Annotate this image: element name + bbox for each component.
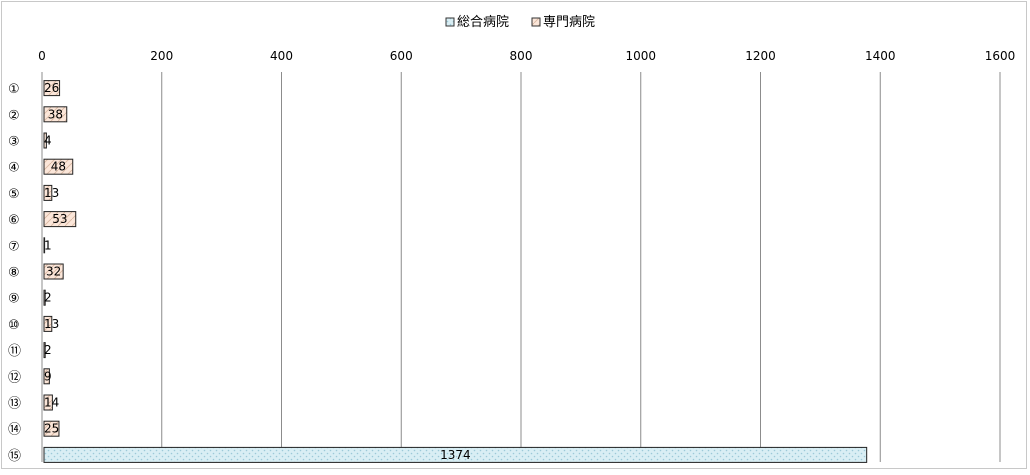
x-tick-label: 600 [390, 49, 413, 63]
category-label: ⑭ [8, 423, 21, 438]
x-tick-label: 800 [510, 49, 533, 63]
category-label: ⑮ [8, 449, 21, 464]
chart-legend: 総合病院 専門病院 [445, 15, 595, 30]
legend-swatch-2 [531, 17, 541, 27]
data-label: 9 [44, 369, 52, 383]
bar-specialty [43, 184, 53, 201]
bar-specialty [43, 315, 53, 332]
bar-specialty [43, 80, 61, 97]
bar-specialty [43, 237, 46, 254]
category-label: ④ [8, 161, 20, 176]
bar-specialty [43, 342, 46, 359]
bar-specialty [43, 394, 53, 411]
category-label: ② [8, 108, 20, 123]
category-label: ⑦ [8, 239, 20, 254]
gridlines [41, 72, 1001, 462]
x-tick-label: 1000 [625, 49, 656, 63]
data-label: 4 [44, 134, 52, 148]
data-label: 25 [44, 422, 59, 436]
legend-label-2: 専門病院 [543, 15, 595, 30]
data-label: 1 [44, 238, 52, 252]
y-axis-categories: ① ② ③ ④ ⑤ ⑥ ⑦ ⑧ ⑨ ⑩ ⑪ ⑫ ⑬ ⑭ ⑮ [8, 82, 21, 464]
x-tick-label: 400 [270, 49, 293, 63]
bar-general [43, 446, 868, 463]
category-label: ③ [8, 135, 20, 150]
data-label: 2 [44, 343, 52, 357]
category-label: ⑧ [8, 266, 20, 281]
bar-specialty [43, 211, 77, 228]
data-label: 14 [44, 396, 59, 410]
category-label: ⑬ [8, 397, 21, 412]
category-label: ⑪ [8, 344, 21, 359]
data-label: 53 [52, 212, 67, 226]
data-label: 13 [44, 186, 59, 200]
bar-specialty [43, 263, 64, 280]
category-label: ⑨ [8, 292, 20, 307]
category-label: ⑩ [8, 318, 20, 333]
data-label: 26 [44, 81, 59, 95]
category-label: ① [8, 82, 20, 97]
bar-specialty [43, 158, 74, 175]
bar-specialty [43, 368, 50, 385]
category-label: ⑫ [8, 370, 21, 385]
bars [43, 80, 868, 463]
category-label: ⑥ [8, 213, 20, 228]
data-label: 32 [46, 265, 61, 279]
bar-specialty [43, 106, 68, 123]
data-label: 38 [48, 107, 63, 121]
x-axis-ticks: 0 200 400 600 800 1000 1200 1400 1600 [38, 49, 1015, 63]
data-label: 48 [51, 160, 66, 174]
x-tick-label: 1600 [985, 49, 1016, 63]
bar-specialty [43, 289, 46, 306]
legend-label-1: 総合病院 [457, 15, 509, 30]
bar-specialty [43, 420, 60, 437]
x-tick-label: 0 [38, 49, 46, 63]
data-label: 2 [44, 291, 52, 305]
bar-specialty [43, 132, 47, 149]
legend-swatch-1 [445, 17, 455, 27]
x-tick-label: 1400 [865, 49, 896, 63]
data-label: 13 [44, 317, 59, 331]
x-tick-label: 1200 [745, 49, 776, 63]
category-label: ⑤ [8, 187, 20, 202]
x-tick-label: 200 [150, 49, 173, 63]
data-label: 1374 [440, 448, 471, 462]
